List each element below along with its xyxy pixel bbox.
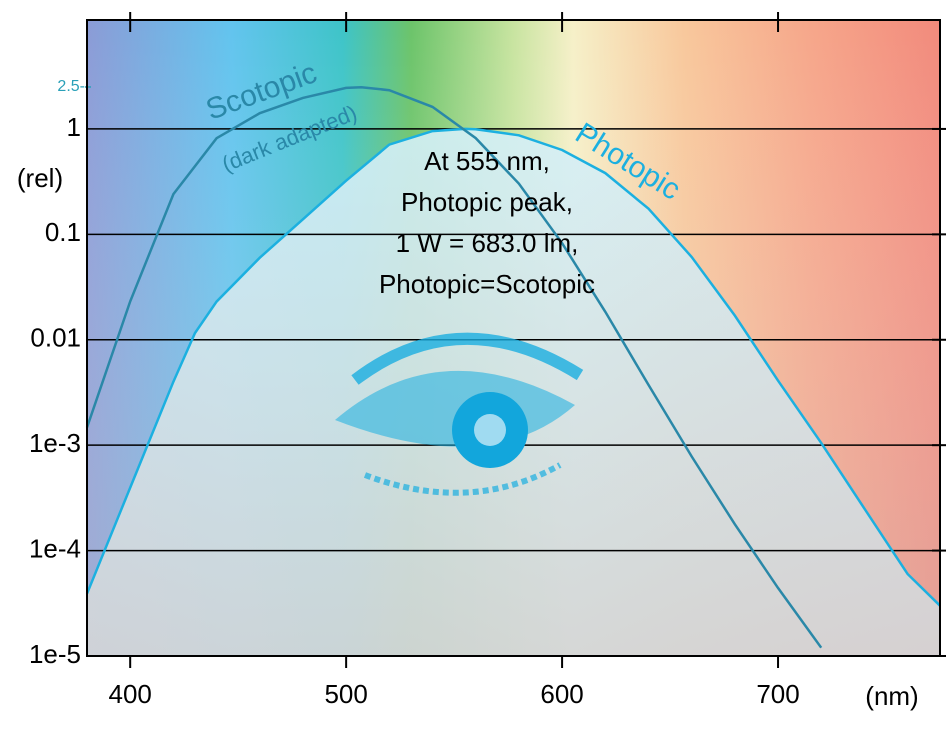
y-tick-label: 0.01 <box>30 323 81 353</box>
x-tick-label: 400 <box>108 679 151 709</box>
y-tick-label: 1e-4 <box>29 533 81 563</box>
y-tick-label: 0.1 <box>45 217 81 247</box>
x-tick-label: 500 <box>324 679 367 709</box>
eye-illustration <box>335 332 584 496</box>
plot-frame <box>86 19 941 657</box>
y-tick-label: 2.5- <box>57 78 85 95</box>
y-axis-label: (rel) <box>17 163 63 193</box>
x-axis-label: (nm) <box>865 681 918 711</box>
y-tick-label: 1e-5 <box>29 639 81 669</box>
annotation: At 555 nm, <box>424 146 550 176</box>
y-tick-label: 1e-3 <box>29 428 81 458</box>
line <box>85 127 941 607</box>
x-tick-label: 700 <box>756 679 799 709</box>
annotation: Photopic peak, <box>401 187 573 217</box>
y-tick-label: 1 <box>67 112 81 142</box>
annotation: Photopic=Scotopic <box>379 269 595 299</box>
line <box>85 85 823 649</box>
annotation: 1 W = 683.0 lm, <box>396 228 579 258</box>
x-tick-label: 600 <box>540 679 583 709</box>
